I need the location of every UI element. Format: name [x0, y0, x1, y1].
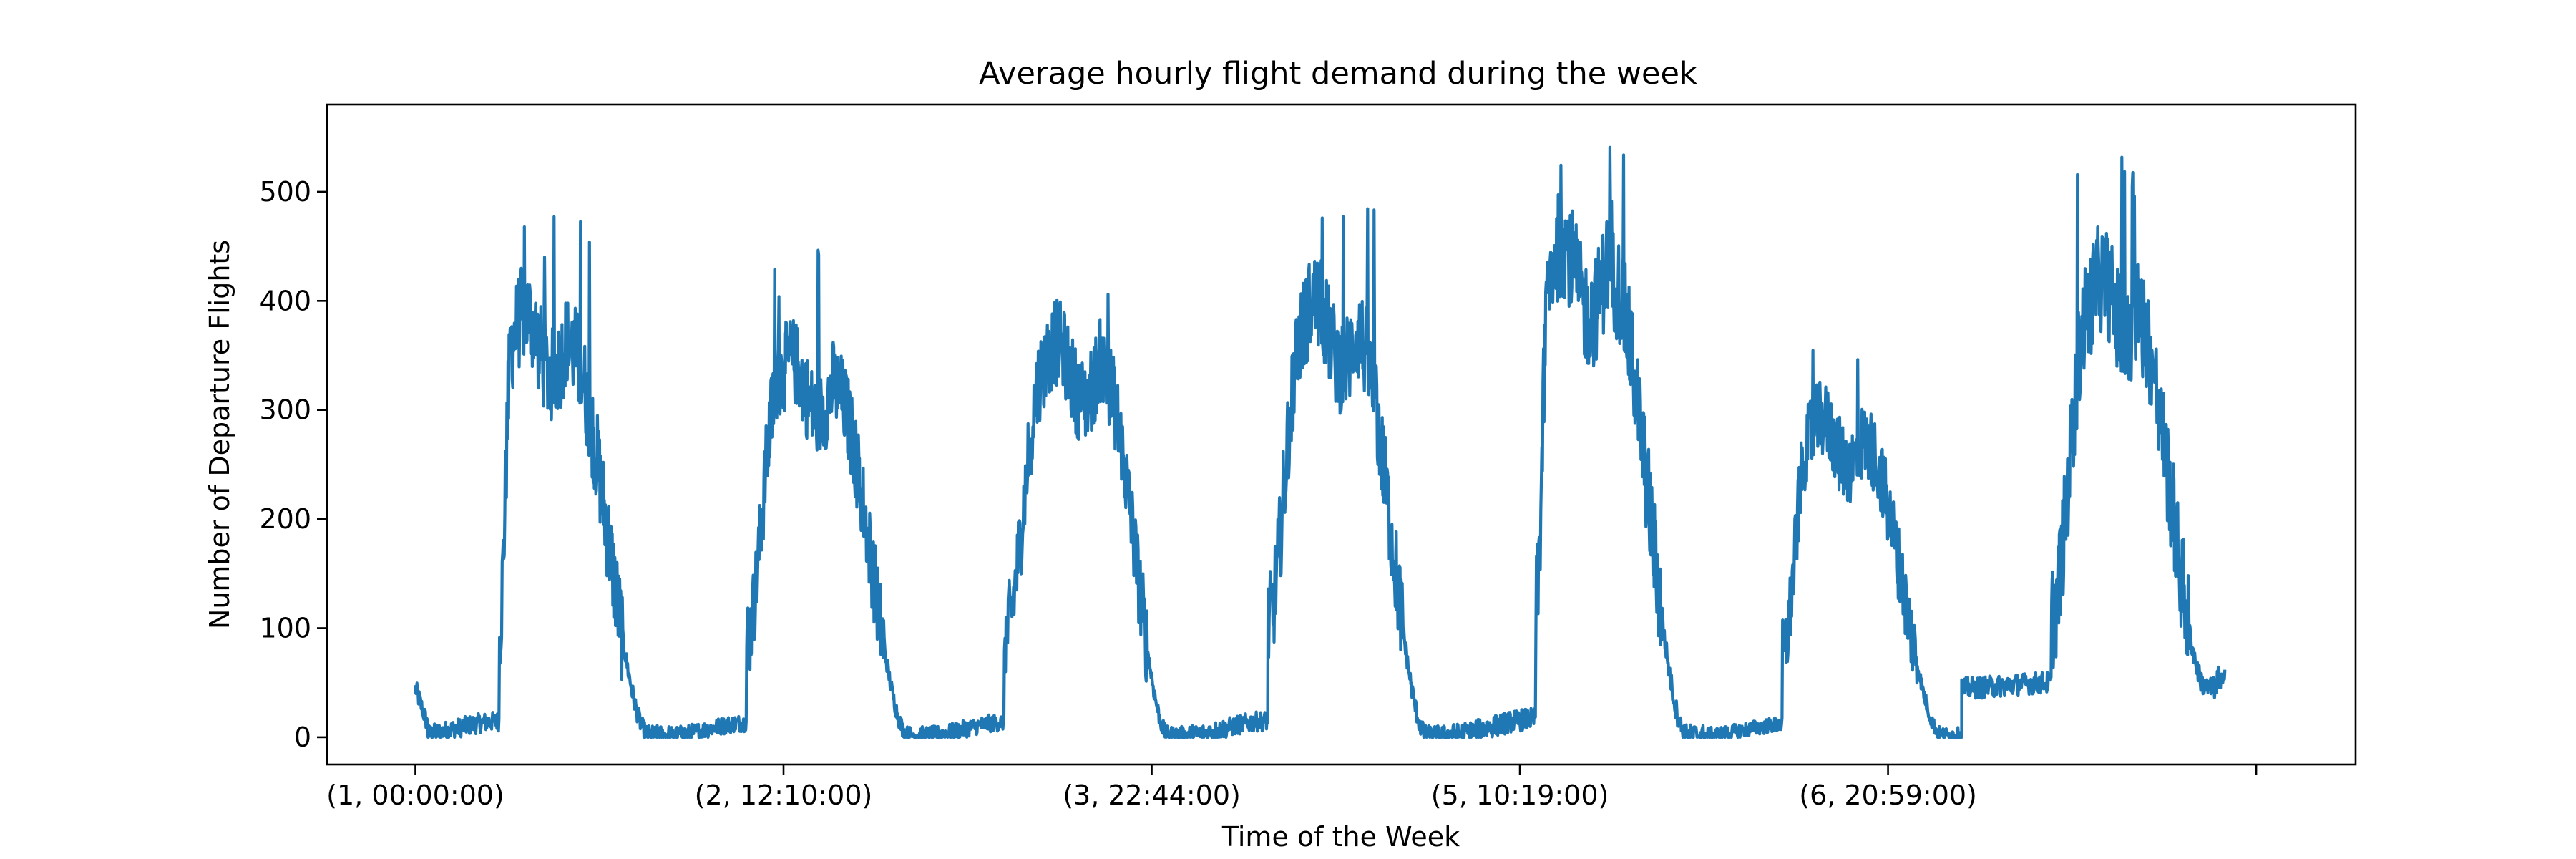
y-axis: 0 100 200 300 400 500	[259, 176, 327, 753]
y-tick-label: 100	[259, 613, 311, 644]
plot-area	[326, 103, 2357, 766]
x-tick-label: (5, 10:19:00)	[1431, 780, 1609, 811]
y-axis-label: Number of Departure Flights	[204, 240, 235, 629]
x-tick-label: (1, 00:00:00)	[326, 780, 504, 811]
y-tick-label: 400	[259, 285, 311, 316]
x-axis: (1, 00:00:00) (2, 12:10:00) (3, 22:44:00) (…	[326, 765, 2258, 811]
x-axis-label: Time of the Week	[1221, 821, 1460, 853]
x-tick-label: (3, 22:44:00)	[1063, 780, 1241, 811]
y-tick-label: 200	[259, 503, 311, 535]
chart-title: Average hourly flight demand during the …	[979, 56, 1697, 92]
x-tick-label: (2, 12:10:00)	[695, 780, 873, 811]
y-tick-label: 500	[259, 176, 311, 208]
series-line	[414, 145, 2227, 739]
y-tick-label: 0	[294, 722, 311, 753]
y-tick-label: 300	[259, 394, 311, 426]
x-tick-label: (6, 20:59:00)	[1799, 780, 1977, 811]
